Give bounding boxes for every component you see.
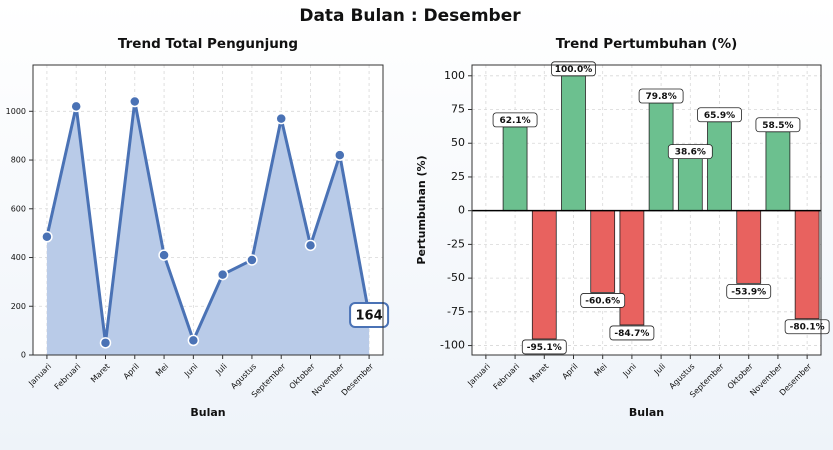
page-title: Data Bulan : Desember [299,6,521,26]
value-label: -80.1% [790,323,825,333]
y-tick-label: 25 [451,170,465,183]
point [187,334,200,347]
x-tick-label: Januari [465,362,492,389]
y-tick-label: -75 [447,305,465,318]
chart-title: Trend Total Pengunjung [118,36,298,52]
point [275,112,287,125]
value-label-box [784,319,830,335]
value-label-box [667,144,713,160]
point [41,231,53,243]
y-tick-label: 1000 [6,107,26,116]
bar [736,210,762,284]
y-tick-label: 100 [444,69,465,82]
value-label: -53.9% [731,287,766,297]
bar [765,131,791,212]
point [304,239,317,252]
annotation: 164 [356,309,383,324]
value-label: -84.7% [614,329,649,339]
x-tick-label: Juli [652,362,667,377]
x-tick-label: Desember [340,361,376,397]
y-tick-label: 50 [451,136,465,149]
value-label: 65.9% [704,111,735,121]
x-tick-label: Oktober [288,361,318,391]
y-tick-label: 0 [458,204,465,217]
x-tick-label: Juli [213,362,228,377]
y-tick-label: -50 [447,271,465,284]
y-tick-label: 200 [11,302,26,311]
bar [707,121,732,212]
plot-frame [32,64,384,356]
x-tick-label: April [560,362,579,381]
x-tick-label: Mei [154,362,170,378]
value-label-box [521,339,567,355]
point [129,95,141,108]
value-label: 100.0% [555,65,593,75]
y-tick-label: -100 [440,339,465,352]
x-tick-label: Maret [89,362,112,385]
y-axis-label: Pertumbuhan (%) [415,155,428,264]
y-tick-label: 400 [11,253,26,262]
value-label-box [638,88,684,104]
x-tick-label: Agustus [667,362,696,391]
value-label-box [755,117,801,133]
value-label: 58.5% [762,121,793,131]
x-tick-label: Januari [26,362,53,389]
value-label-box [492,112,538,128]
x-tick-label: Februari [53,362,83,392]
point [158,249,170,261]
bar [502,126,528,212]
x-tick-label: April [122,362,141,381]
x-axis-label: Bulan [629,406,664,419]
value-label-box [726,283,772,299]
x-tick-label: Agustus [229,362,258,391]
y-tick-label: 0 [21,351,26,360]
y-tick-label: -25 [447,237,465,250]
bar [531,210,557,340]
y-tick-label: 75 [451,103,465,116]
x-tick-label: Februari [492,362,522,392]
x-tick-label: Maret [528,362,551,385]
y-tick-label: 800 [11,156,26,165]
point [70,100,82,113]
value-label: 38.6% [675,148,706,158]
point [246,254,258,266]
bar [619,210,645,326]
value-label: -95.1% [527,343,562,353]
point [99,337,112,349]
x-tick-label: Juni [621,362,638,379]
point [334,149,346,161]
y-tick-label: 600 [11,204,26,213]
value-label-box [609,325,655,341]
value-label-box [697,107,742,123]
value-label-box [580,293,626,308]
bar [561,75,586,212]
x-tick-label: Desember [778,361,814,397]
x-tick-label: Oktober [726,361,756,391]
annotation-box [349,302,390,329]
plot-frame [471,64,822,356]
bar [794,210,820,320]
value-label: 79.8% [645,92,676,102]
chart-title: Trend Pertumbuhan (%) [556,36,738,52]
value-label: -60.6% [585,296,620,306]
x-axis-label: Bulan [190,406,225,419]
bar [677,158,703,212]
x-tick-label: Mei [593,362,609,378]
bar [590,210,616,293]
point [216,268,229,281]
x-tick-label: Juni [182,362,199,379]
line [45,101,371,345]
value-label: 62.1% [499,116,530,126]
